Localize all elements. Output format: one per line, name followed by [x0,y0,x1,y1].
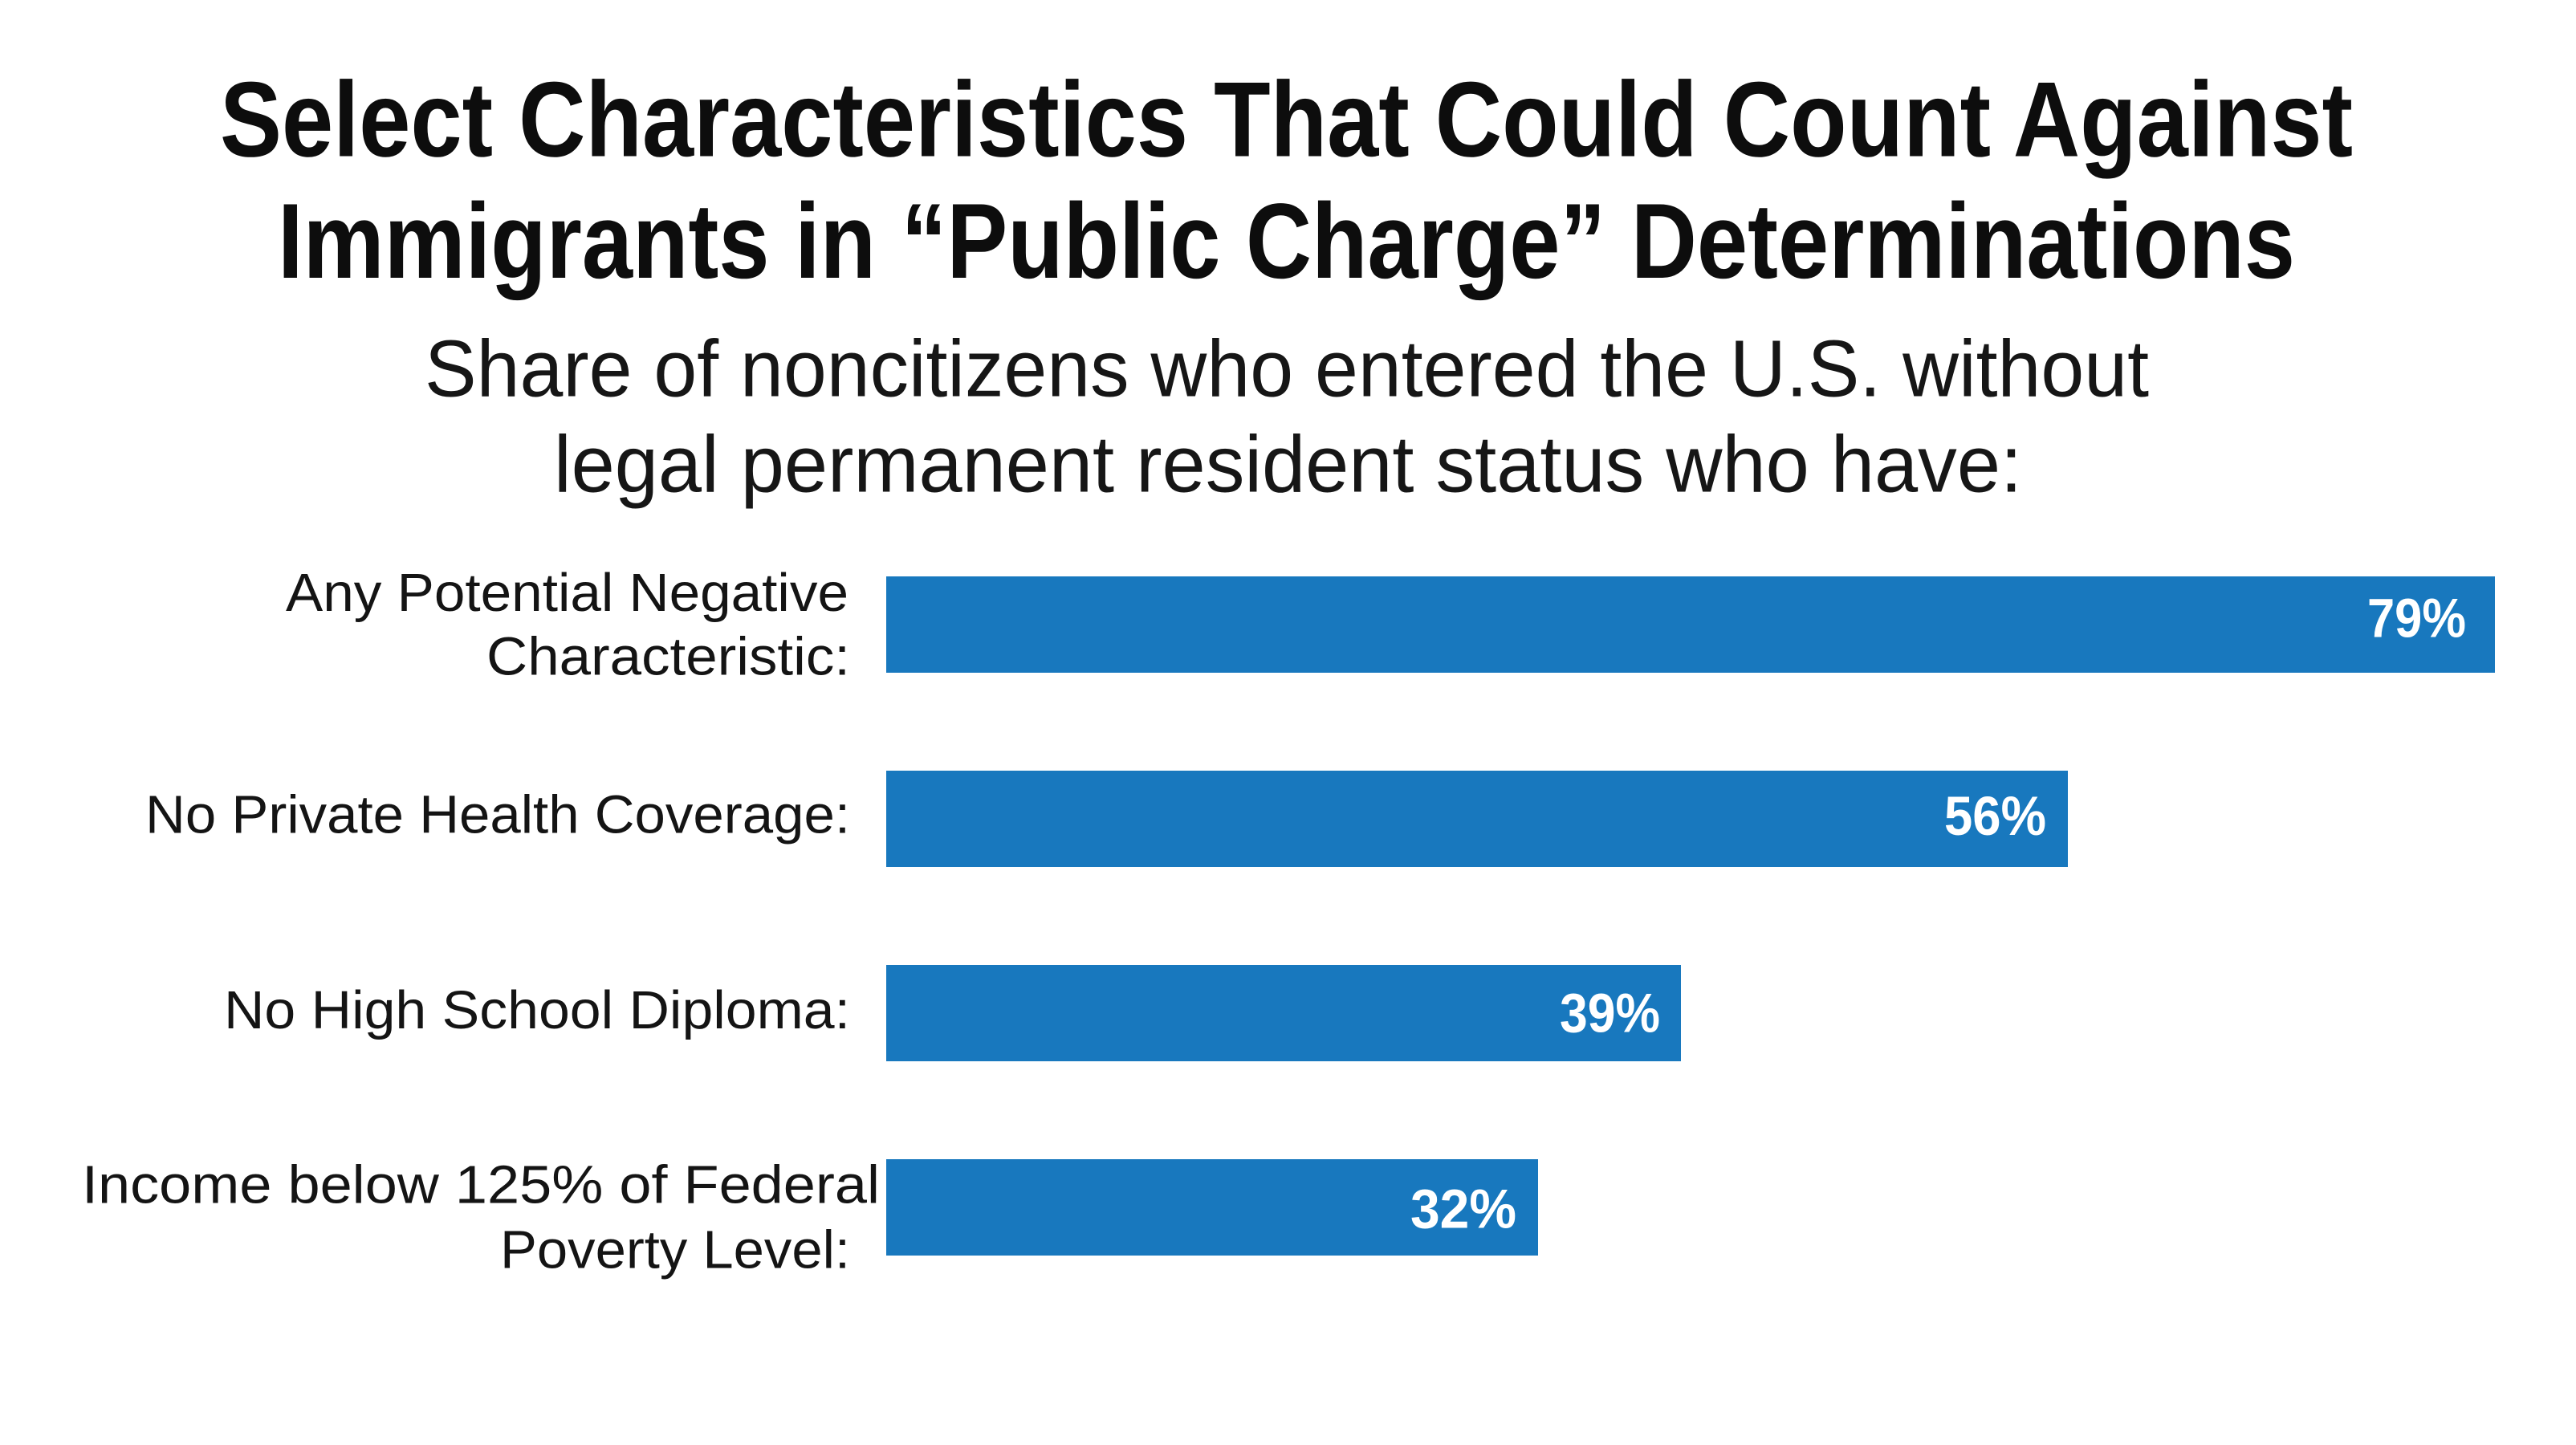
svg-text:Poverty Level:: Poverty Level: [500,1220,850,1280]
svg-text:39%: 39% [1560,983,1660,1044]
svg-text:No High School Diploma:: No High School Diploma: [224,980,850,1040]
svg-text:Immigrants in “Public Charge”: Immigrants in “Public Charge” Determinat… [278,182,2295,301]
svg-text:Select Characteristics That Co: Select Characteristics That Could Count … [220,61,2353,180]
svg-text:79%: 79% [2367,588,2466,649]
svg-text:Any Potential Negative: Any Potential Negative [286,563,848,623]
svg-text:Income below 125% of Federal: Income below 125% of Federal [82,1155,880,1215]
svg-text:Characteristic:: Characteristic: [486,627,850,687]
svg-text:32%: 32% [1410,1178,1516,1240]
svg-text:Share of noncitizens who enter: Share of noncitizens who entered the U.S… [425,324,2149,414]
svg-text:legal permanent resident statu: legal permanent resident status who have… [554,420,2022,510]
svg-text:56%: 56% [1944,785,2046,847]
svg-text:No Private Health Coverage:: No Private Health Coverage: [145,785,850,845]
